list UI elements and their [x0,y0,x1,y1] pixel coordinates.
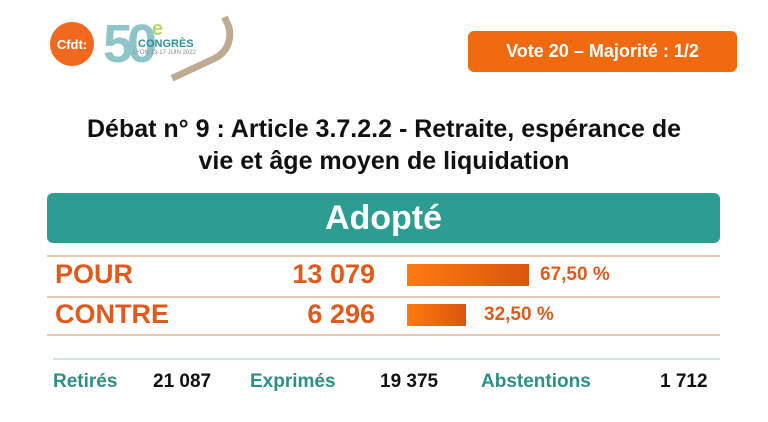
divider [47,296,720,298]
cfdt-logo: Cfdt: [50,22,94,66]
congress-logo-date: LYON 13-17 JUIN 2022 [133,50,196,56]
divider [47,334,720,336]
divider [47,255,720,257]
contre-count: 6 296 [307,299,375,329]
pour-label: POUR [55,259,134,289]
congress-logo-number: 50 [103,14,157,74]
contre-label: CONTRE [55,299,169,329]
pour-bar [407,264,529,286]
exprimes-label: Exprimés [250,371,336,392]
contre-percent: 32,50 % [484,304,554,325]
pour-percent: 67,50 % [540,264,610,285]
title-line-1: Débat n° 9 : Article 3.7.2.2 - Retraite,… [86,115,682,143]
vote-badge: Vote 20 – Majorité : 1/2 [468,31,737,72]
contre-bar [407,304,466,326]
abstentions-value: 1 712 [660,371,708,392]
congress-logo-suffix: e [152,18,164,40]
result-banner: Adopté [47,193,720,243]
title-line-2: vie et âge moyen de liquidation [198,147,570,175]
retires-value: 21 087 [153,371,212,392]
congress-logo-text: CONGRÈS [138,38,194,50]
exprimes-value: 19 375 [380,371,439,392]
debate-title: Débat n° 9 : Article 3.7.2.2 - Retraite,… [0,113,768,177]
divider [53,358,720,360]
pour-count: 13 079 [292,259,375,289]
abstentions-label: Abstentions [481,371,591,392]
arrow-icon [157,15,244,82]
retires-label: Retirés [53,371,118,392]
